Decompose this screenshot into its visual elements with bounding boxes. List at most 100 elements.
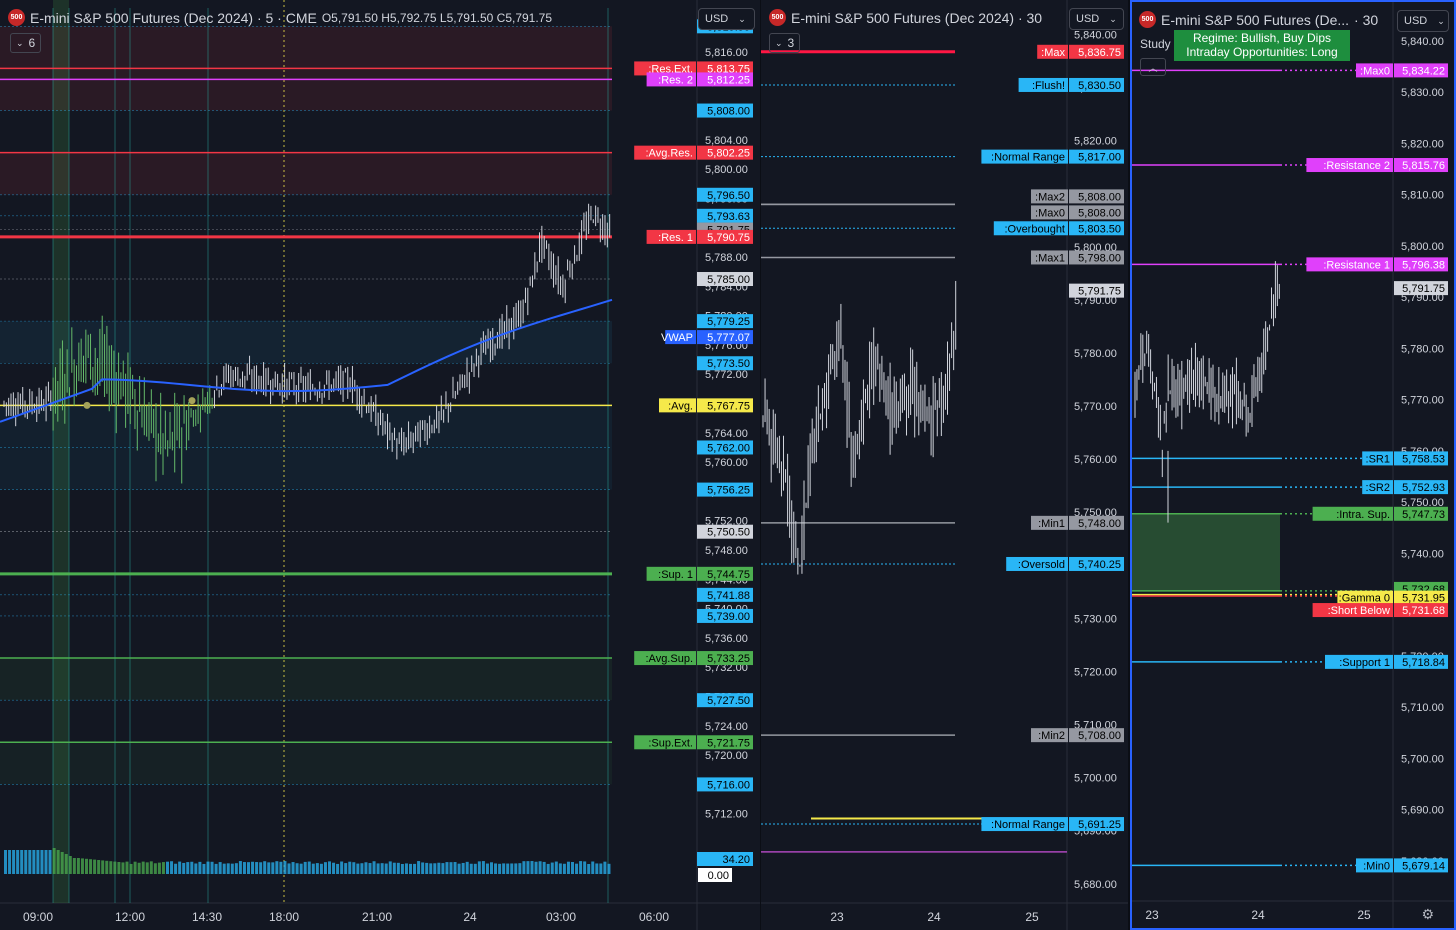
level-tag-bg [1325,654,1393,669]
price-tick-label: 5,700.00 [1074,773,1117,785]
volume-bar [583,861,587,874]
indicator-toggle[interactable]: ⌄ 6 [10,33,42,53]
volume-bar [587,863,591,874]
price-label: 5,793.63 [707,211,750,223]
price-label: 5,718.84 [1402,657,1445,669]
chevron-up-icon[interactable]: ︿ [1140,58,1166,76]
price-label-bg [1069,205,1124,220]
study-label[interactable]: Study [1140,37,1171,51]
volume-bar [591,861,595,874]
volume-bar [348,861,352,874]
price-label: 5,779.25 [707,316,750,328]
volume-bar [287,863,291,874]
chart-pane-30min[interactable]: 5,840.005,830.005,820.005,810.005,800.00… [761,0,1128,930]
level-tag-bg [981,817,1068,832]
volume-bar [117,862,121,874]
chart-title[interactable]: E-mini S&P 500 Futures (De... [1161,11,1350,28]
volume-bar [558,863,562,874]
ohlc-readout: O5,791.50 H5,792.75 L5,791.50 C5,791.75 [321,10,553,25]
price-label: 5,691.25 [1078,819,1121,831]
volume-bar [210,861,214,874]
price-label: 5,791.75 [1402,283,1445,295]
level-tag-bg [981,149,1068,164]
level-tag-bg [646,566,696,581]
currency-select[interactable]: USD ⌄ [698,8,755,30]
price-label: 5,830.50 [1078,80,1121,92]
level-tag: :Max0 [1360,65,1390,77]
volume-bar [170,861,174,874]
volume-bar [538,861,542,874]
price-label: 5,808.00 [1078,207,1121,219]
chart-header: 500 E-mini S&P 500 Futures (Dec 2024) · … [769,9,1042,26]
volume-bar [481,861,485,874]
volume-bar [340,861,344,874]
price-tick-label: 5,736.00 [705,633,748,645]
chart-canvas[interactable]: 5,816.005,812.005,808.005,804.005,800.00… [0,0,760,930]
volume-bar [178,861,182,874]
chart-title[interactable]: E-mini S&P 500 Futures (Dec 2024) · 30 [791,9,1043,26]
volume-bar [303,861,307,874]
volume-bar [380,863,384,874]
price-label-bg [1069,515,1124,530]
volume-bar [510,863,514,874]
volume-bar [52,848,56,874]
volume-bar [149,861,153,874]
price-label-bg [1394,63,1448,78]
price-label-bg [697,330,753,345]
level-tag-bg [634,61,696,76]
price-label: 5,803.50 [1078,223,1121,235]
volume-bar [24,850,28,874]
price-tick-label: 5,760.00 [705,457,748,469]
level-tag: :Min0 [1363,860,1390,872]
time-tick-label: 12:00 [115,910,145,924]
volume-bar [465,861,469,874]
volume-bar [603,861,607,874]
level-tag-bg [1306,158,1393,173]
price-label-bg [697,735,753,750]
currency-select[interactable]: USD ⌄ [1069,8,1124,30]
chart-canvas[interactable]: 5,840.005,830.005,820.005,810.005,800.00… [761,0,1128,930]
volume-bar [328,861,331,874]
level-tag: :Flush! [1032,80,1065,92]
volume-bar [64,854,68,874]
price-label-bg [697,103,753,118]
price-tick-label: 5,690.00 [1401,805,1444,817]
symbol-logo-icon: 500 [8,9,25,26]
price-tick-label: 5,732.00 [705,662,748,674]
price-tick-label: 5,770.00 [1401,395,1444,407]
level-tag-bg [1306,257,1393,272]
level-tag: :Max2 [1035,191,1065,203]
price-tick-label: 5,830.00 [1401,87,1444,99]
gear-icon[interactable]: ⚙ [1421,906,1434,922]
level-tag: :Gamma 0 [1339,593,1390,605]
volume-bar [445,862,449,874]
price-label: 5,808.00 [1078,191,1121,203]
volume-bar [157,862,161,874]
level-tag-bg [1031,515,1068,530]
price-label-bg [697,187,753,202]
currency-select[interactable]: USD ⌄ [1397,10,1449,32]
chart-canvas[interactable]: 5,840.005,830.005,820.005,810.005,800.00… [1132,2,1454,928]
chart-pane-30min-study[interactable]: 5,840.00 5,830.00 5,820.00 5,810.00 5,800.00… [1130,0,1456,930]
volume-bar [473,863,477,874]
volume-bar [68,856,72,874]
level-tag: :Avg. [668,400,693,412]
volume-bar [283,861,287,874]
volume-label-bg [697,852,753,866]
volume-bar [522,861,526,874]
volume-zero-label: 0.00 [708,870,729,882]
volume-bar [129,863,133,874]
indicator-toggle[interactable]: ⌄ 3 [769,33,801,53]
chart-pane-5min[interactable]: 5,816.005,812.005,808.005,804.005,800.00… [0,0,760,930]
chevron-down-icon: ⌄ [775,37,783,48]
volume-bar [206,861,210,874]
chart-title[interactable]: E-mini S&P 500 Futures (Dec 2024) · 5 · … [30,9,317,26]
price-label-bg [1394,506,1448,521]
volume-bar [469,863,473,874]
price-label: 5,790.75 [707,232,750,244]
time-tick-label: 18:00 [269,910,299,924]
volume-bar [230,863,234,874]
volume-bar [125,861,129,874]
price-label-bg [697,72,753,87]
price-label: 5,739.00 [707,611,750,623]
